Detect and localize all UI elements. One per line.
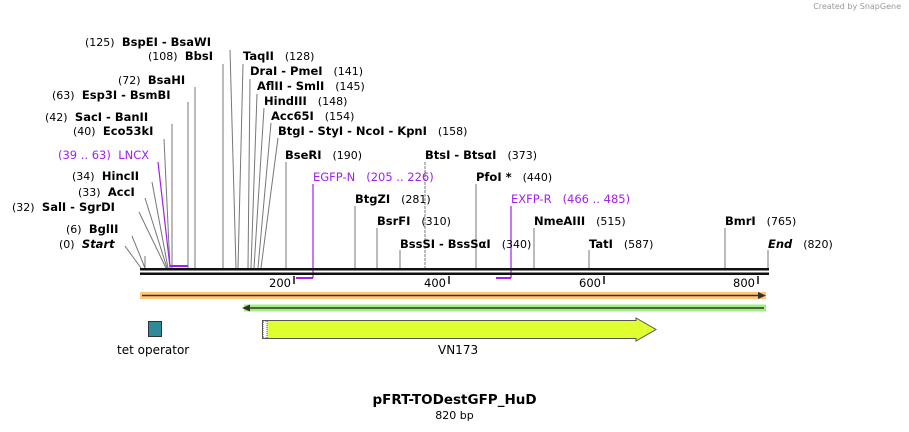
sequence-length: 820 bp <box>435 409 474 422</box>
site-bsahi[interactable]: (72) BsaHI <box>118 73 186 87</box>
site-taqii[interactable]: TaqII (128) <box>243 49 315 63</box>
sequence-top-strand <box>140 268 769 271</box>
site-pfoi[interactable]: PfoI * (440) <box>476 170 553 184</box>
ruler-tick-label: 800 <box>733 276 755 290</box>
site-btgzi[interactable]: BtgZI (281) <box>355 192 431 206</box>
credit: Created by SnapGene <box>813 2 901 11</box>
site-bbsi[interactable]: (108) BbsI <box>148 49 214 63</box>
site-aflii[interactable]: AflII - SmlI (145) <box>257 79 365 93</box>
site-bglii[interactable]: (6) BglII <box>66 222 119 236</box>
primer-exfp-r[interactable]: EXFP-R (466 .. 485) <box>511 192 631 206</box>
site-bsrfi[interactable]: BsrFI (310) <box>377 214 451 228</box>
site-nmeaiii[interactable]: NmeAIII (515) <box>534 214 626 228</box>
site-saci[interactable]: (42) SacI - BanII <box>45 110 149 124</box>
ruler-tick-label: 200 <box>269 276 291 290</box>
site-bseri[interactable]: BseRI (190) <box>285 148 363 162</box>
site-acci[interactable]: (33) AccI <box>78 185 135 199</box>
site-drai[interactable]: DraI - PmeI (141) <box>250 64 364 78</box>
ruler-tick-label: 600 <box>579 276 601 290</box>
site-bmri[interactable]: BmrI (765) <box>725 214 797 228</box>
forward-strand-arrow <box>140 292 766 299</box>
site-end[interactable]: End (820) <box>768 237 833 251</box>
site-tati[interactable]: TatI (587) <box>589 237 654 251</box>
vn173-feature <box>262 317 658 342</box>
site-hincii[interactable]: (34) HincII <box>72 169 140 183</box>
site-eco53ki[interactable]: (40) Eco53kI <box>73 124 154 138</box>
site-start[interactable]: (0) Start <box>59 237 115 251</box>
sequence-bottom-strand <box>140 272 769 275</box>
site-sali[interactable]: (32) SalI - SgrDI <box>12 200 115 214</box>
site-hindiii[interactable]: HindIII (148) <box>264 94 348 108</box>
site-acc65i[interactable]: Acc65I (154) <box>271 109 355 123</box>
map-title: pFRT-TODestGFP_HuD <box>372 392 537 408</box>
site-bsssi[interactable]: BssSI - BssSαI (340) <box>400 237 532 251</box>
feature-label-tet-operator[interactable]: tet operator <box>117 343 190 357</box>
tet-operator-feature <box>148 321 162 337</box>
site-btgi[interactable]: BtgI - StyI - NcoI - KpnI (158) <box>278 124 468 138</box>
site-btsi[interactable]: BtsI - BtsαI (373) <box>425 148 538 162</box>
site-esp3i[interactable]: (63) Esp3I - BsmBI <box>52 88 171 102</box>
primer-egfp-n[interactable]: EGFP-N (205 .. 226) <box>313 170 434 184</box>
primer-lncx[interactable]: (39 .. 63) LNCX <box>58 148 150 162</box>
feature-label-vn173[interactable]: VN173 <box>438 343 479 357</box>
reverse-strand-arrow <box>242 304 766 312</box>
ruler-tick-label: 400 <box>424 276 446 290</box>
site-bspei[interactable]: (125) BspEI - BsaWI <box>85 35 211 49</box>
